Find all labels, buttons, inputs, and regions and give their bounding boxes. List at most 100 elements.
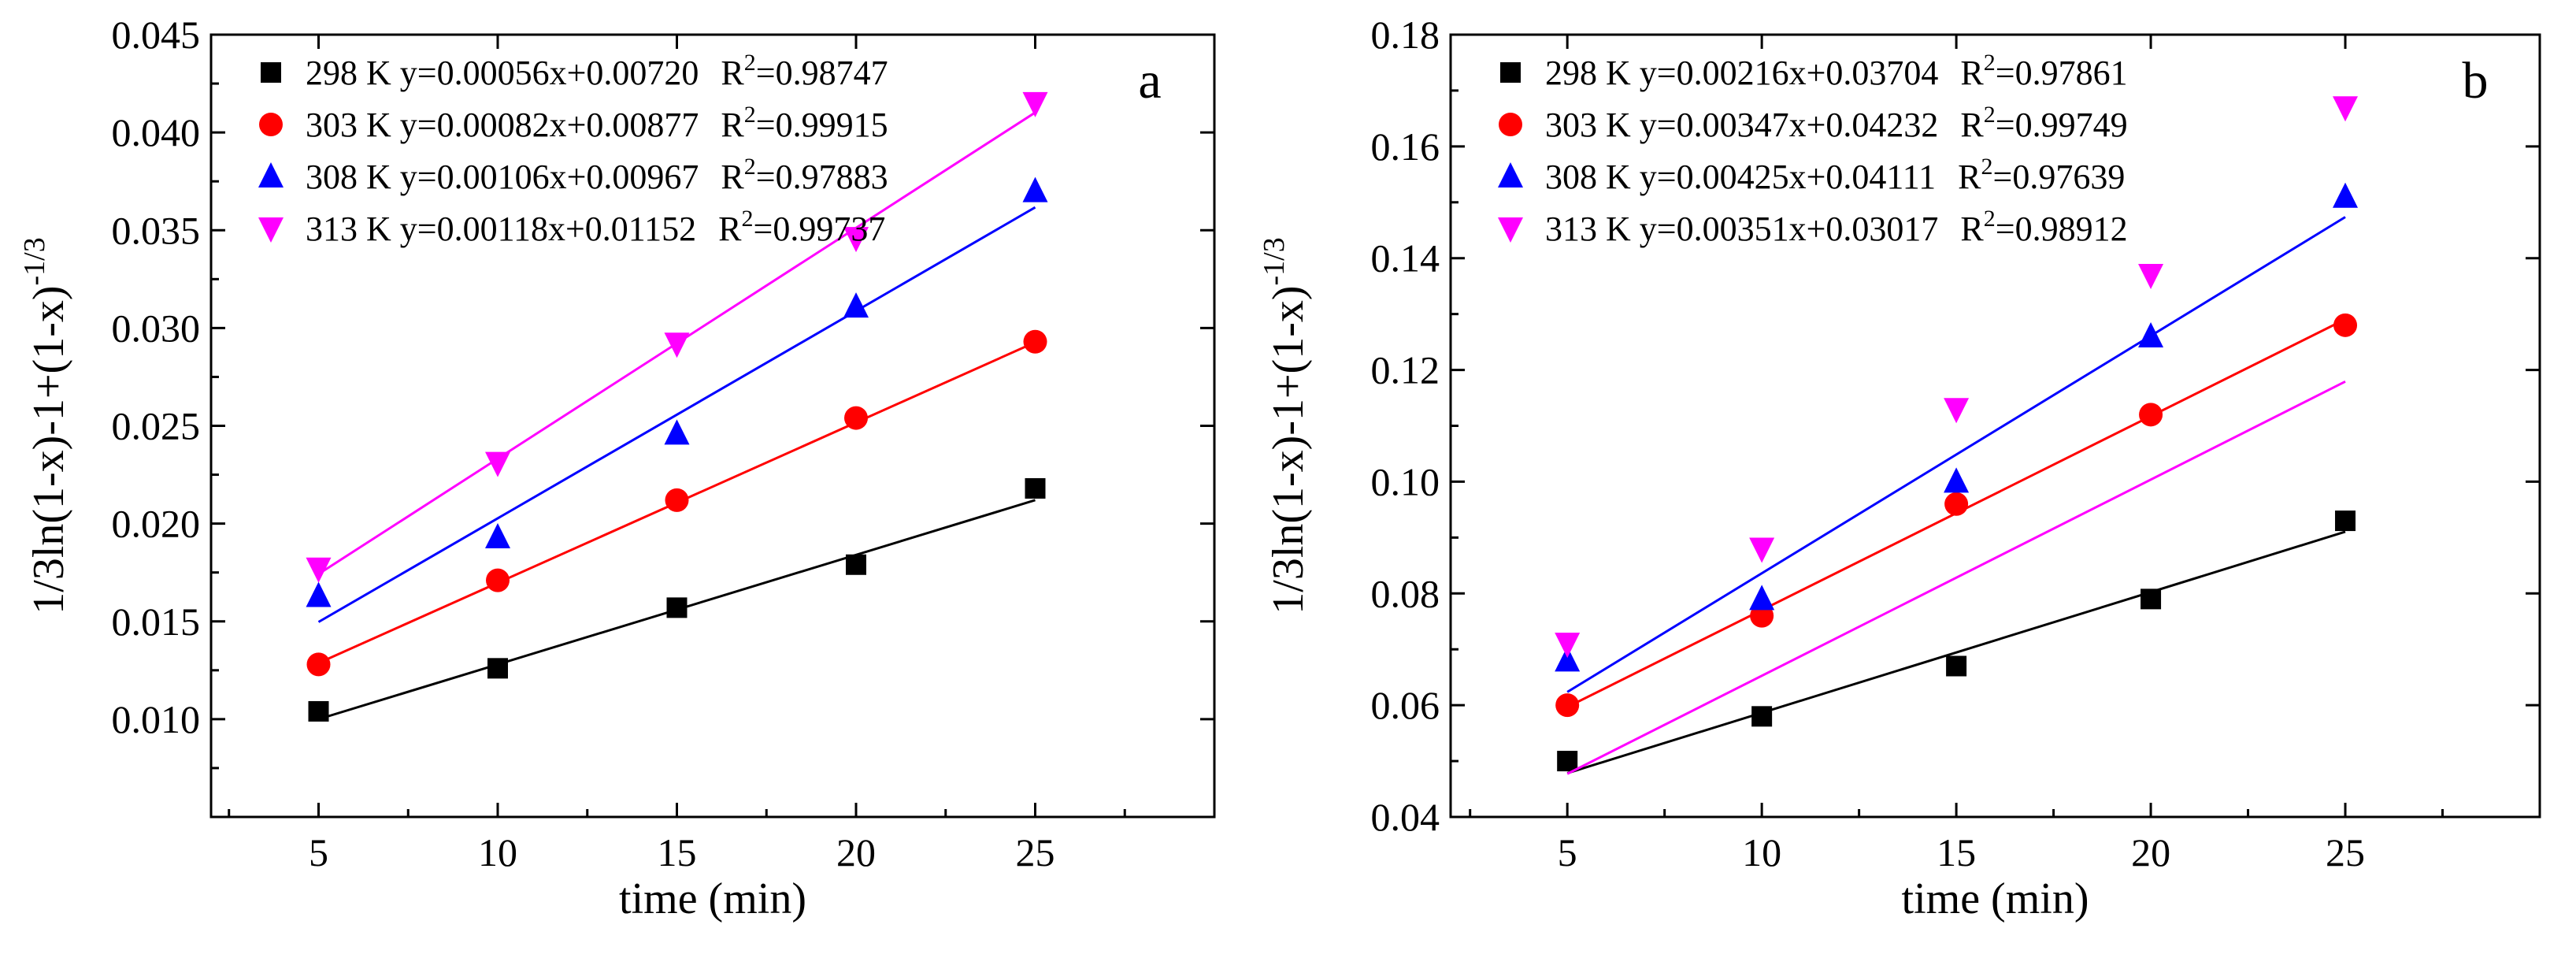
legend-entry: 308 K y=0.00425x+0.04111 R2=0.97639 (1545, 154, 2125, 196)
legend-r2-exponent: 2 (1981, 154, 1993, 180)
legend-r2-exponent: 2 (1984, 206, 1996, 232)
legend-r2-value: =0.99915 (756, 106, 888, 144)
fit-line-308k (1566, 216, 2346, 693)
data-point-308k (1749, 585, 1775, 611)
data-point-308k (2138, 322, 2164, 348)
data-point-303k (844, 406, 868, 430)
data-point-303k (306, 652, 331, 677)
data-point-303k (2139, 403, 2163, 427)
panel-label: b (2463, 52, 2489, 110)
data-point-308k (843, 292, 869, 318)
data-point-313k (306, 557, 332, 583)
legend-r2-label: R (721, 106, 744, 144)
data-point-313k (1944, 398, 1970, 424)
y-tick-label: 0.04 (1371, 795, 1440, 839)
data-point-308k (306, 581, 332, 607)
legend-entry: 313 K y=0.00351x+0.03017 R2=0.98912 (1545, 206, 2128, 248)
data-point-298k (1751, 706, 1773, 727)
legend-equation: 303 K y=0.00082x+0.00877 (306, 106, 699, 144)
data-point-313k (1022, 91, 1048, 117)
legend-marker (1498, 217, 1523, 243)
data-point-298k (846, 554, 866, 575)
legend-r2-label: R (1958, 158, 1981, 196)
data-point-313k (1555, 633, 1581, 659)
data-point-308k (485, 523, 510, 549)
panel-a: 5 10 15 20 25 0.010 0.015 0.020 0.025 0.030 0.035 0… (18, 13, 1216, 923)
x-axis-title: time (min) (619, 874, 806, 923)
legend-marker (261, 62, 281, 83)
x-axis-title: time (min) (1902, 874, 2089, 923)
y-tick-label: 0.040 (112, 110, 201, 154)
x-tick-label: 15 (1937, 830, 1976, 874)
legend-r2-label: R (721, 54, 744, 92)
legend-r2-value: =0.99737 (754, 210, 886, 248)
data-point-303k (665, 488, 689, 512)
legend-r2-value: =0.97861 (1996, 54, 2128, 92)
y-tick-label: 0.18 (1371, 13, 1440, 57)
legend-entry: 308 K y=0.00106x+0.00967 R2=0.97883 (306, 154, 888, 196)
plot-frame (1449, 33, 2541, 819)
y-axis-title-main: 1/3ln(1-x)-1+(1-x) (24, 285, 73, 614)
x-tick-label: 5 (309, 830, 328, 874)
data-point-298k (308, 700, 329, 722)
x-tick-label: 15 (658, 830, 697, 874)
legend-r2-label: R (1960, 54, 1984, 92)
legend-entry: 313 K y=0.00118x+0.01152 R2=0.99737 (306, 206, 885, 248)
legend-r2-label: R (1960, 106, 1984, 144)
legend-entry: 298 K y=0.00056x+0.00720 R2=0.98747 (306, 50, 888, 92)
data-point-303k (1023, 329, 1047, 354)
legend-r2-value: =0.98747 (756, 54, 888, 92)
data-point-303k (486, 568, 510, 592)
y-tick-label: 0.010 (112, 697, 201, 741)
y-axis-title-exponent: -1/3 (18, 237, 51, 285)
legend-r2-value: =0.99749 (1996, 106, 2128, 144)
legend-r2-exponent: 2 (744, 154, 756, 180)
y-tick-label: 0.045 (112, 13, 201, 57)
data-point-303k (2333, 313, 2358, 337)
x-tick-label: 5 (1558, 830, 1577, 874)
y-axis-title: 1/3ln(1-x)-1+(1-x)-1/3 (18, 237, 73, 614)
legend-r2-value: =0.97883 (756, 158, 888, 196)
x-tick-label: 20 (2131, 830, 2170, 874)
plot-frame (209, 33, 1216, 819)
data-point-298k (2140, 588, 2162, 610)
data-point-298k (2335, 510, 2356, 532)
data-point-313k (485, 451, 510, 477)
data-point-298k (1557, 751, 1578, 772)
legend-equation: 303 K y=0.00347x+0.04232 (1545, 106, 1938, 144)
legend-r2-exponent: 2 (1984, 102, 1996, 128)
data-point-308k (2333, 182, 2359, 208)
legend-r2-value: =0.97639 (1993, 158, 2126, 196)
data-point-303k (1944, 492, 1969, 516)
data-point-313k (843, 227, 869, 253)
x-tick-label: 10 (478, 830, 517, 874)
legend-equation: 298 K y=0.00056x+0.00720 (306, 54, 699, 92)
panel-b: 5 10 15 20 25 0.04 0.06 0.08 0.10 0.12 0.14 0.16 0.1… (1258, 13, 2541, 923)
legend-r2-label: R (718, 210, 742, 248)
y-tick-label: 0.035 (112, 208, 201, 252)
data-point-298k (487, 658, 508, 679)
legend-r2-exponent: 2 (742, 206, 754, 232)
y-tick-label: 0.08 (1371, 571, 1440, 615)
legend-marker (1498, 162, 1523, 187)
x-tick-label: 20 (836, 830, 876, 874)
panel-label: a (1138, 52, 1161, 110)
data-point-308k (1944, 467, 1970, 493)
data-point-313k (1749, 537, 1775, 563)
y-tick-label: 0.020 (112, 502, 201, 546)
data-point-313k (2333, 96, 2359, 122)
legend-r2-exponent: 2 (744, 102, 756, 128)
y-tick-label: 0.12 (1371, 348, 1440, 392)
y-axis-title-exponent: -1/3 (1258, 237, 1291, 285)
fit-line-298k (1566, 530, 2346, 774)
legend-equation: 298 K y=0.00216x+0.03704 (1545, 54, 1938, 92)
data-point-298k (1946, 655, 1967, 677)
legend-marker (259, 113, 283, 136)
legend-equation: 313 K y=0.00118x+0.01152 (306, 210, 696, 248)
data-point-298k (1025, 477, 1046, 499)
legend-r2-label: R (1960, 210, 1984, 248)
legend-marker (1499, 113, 1522, 136)
x-tick-label: 25 (1016, 830, 1055, 874)
legend-equation: 308 K y=0.00425x+0.04111 (1545, 158, 1936, 196)
legend-r2-exponent: 2 (744, 50, 756, 76)
